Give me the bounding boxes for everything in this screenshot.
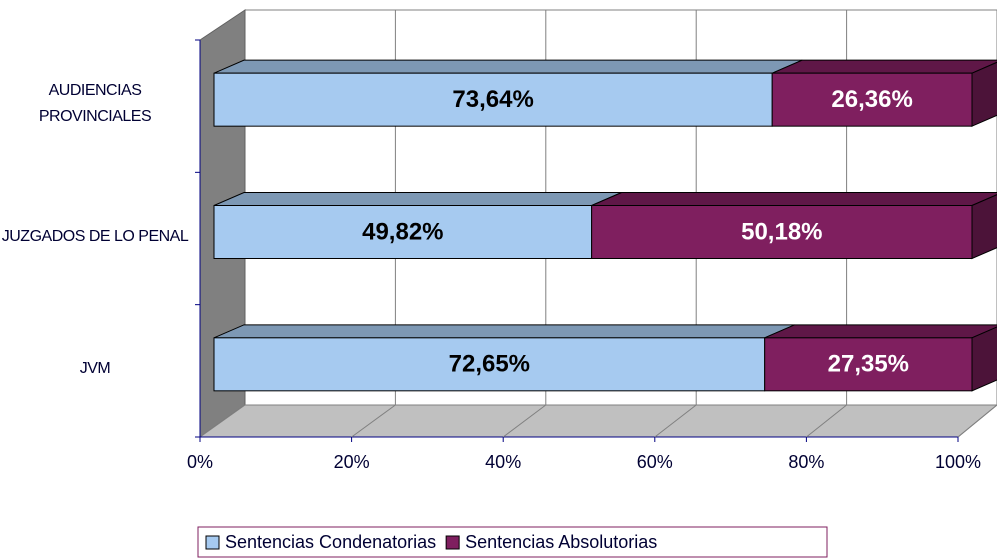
floor-grid-line bbox=[502, 404, 547, 438]
bar-top bbox=[213, 324, 795, 339]
y-tick-label: AUDIENCIAS PROVINCIALES bbox=[38, 82, 152, 126]
legend-label: Sentencias Absolutorias bbox=[465, 532, 657, 552]
bar bbox=[764, 337, 973, 392]
value-label: 73,64% bbox=[452, 86, 533, 113]
x-tick-label: 20% bbox=[334, 452, 370, 472]
x-tick-label: 80% bbox=[788, 452, 824, 472]
bar bbox=[771, 72, 973, 127]
bar-top bbox=[213, 192, 622, 206]
value-label: 72,65% bbox=[449, 351, 530, 378]
y-tick-label: JVM bbox=[79, 359, 111, 377]
value-label: 50,18% bbox=[741, 218, 822, 245]
x-tick-label: 60% bbox=[637, 452, 673, 472]
bar-top bbox=[213, 59, 803, 74]
bar-top bbox=[764, 324, 997, 339]
floor-grid-line bbox=[806, 404, 847, 438]
floor bbox=[198, 404, 997, 438]
bar bbox=[591, 205, 973, 259]
floor-grid-line bbox=[957, 404, 997, 438]
bar bbox=[213, 337, 766, 392]
legend-label: Sentencias Condenatorias bbox=[225, 532, 436, 552]
value-label: 49,82% bbox=[362, 218, 443, 245]
bar-side bbox=[971, 194, 997, 260]
x-tick-label: 40% bbox=[485, 452, 521, 472]
bar-top bbox=[771, 59, 997, 74]
bar-side bbox=[971, 61, 997, 127]
value-label: 27,35% bbox=[828, 351, 909, 378]
floor-grid-line bbox=[351, 404, 396, 438]
floor-grid-line bbox=[654, 404, 697, 438]
legend bbox=[197, 526, 828, 558]
bar-side bbox=[971, 326, 997, 392]
legend-swatch bbox=[445, 535, 460, 550]
value-label: 26,36% bbox=[831, 86, 912, 113]
bar-top bbox=[591, 192, 997, 206]
legend-swatch bbox=[205, 535, 220, 550]
bar bbox=[213, 205, 593, 259]
bar bbox=[213, 72, 773, 127]
x-tick-label: 100% bbox=[935, 452, 981, 472]
x-tick-label: 0% bbox=[187, 452, 213, 472]
y-tick-label: JUZGADOS DE LO PENAL bbox=[1, 227, 189, 245]
